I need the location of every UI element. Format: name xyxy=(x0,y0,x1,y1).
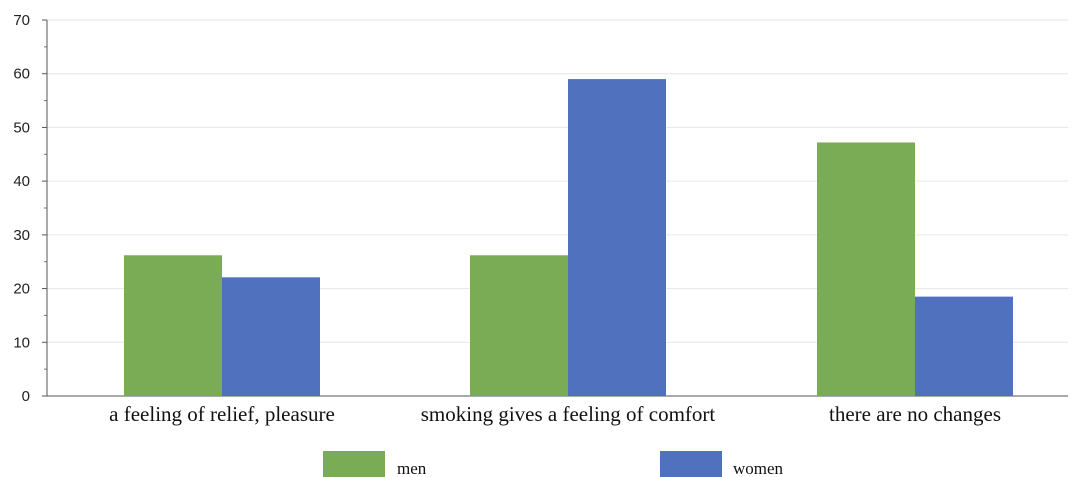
bar-men xyxy=(817,142,915,396)
y-tick-label: 40 xyxy=(13,173,30,190)
y-tick-label: 20 xyxy=(13,281,30,298)
y-tick-label: 30 xyxy=(13,227,30,244)
y-tick-label: 50 xyxy=(13,119,30,136)
bar-women xyxy=(222,277,320,396)
y-tick-label: 10 xyxy=(13,334,30,351)
y-tick-label: 70 xyxy=(13,12,30,29)
y-tick-label: 0 xyxy=(22,388,30,405)
legend-swatch-men xyxy=(323,451,385,477)
y-tick-label: 60 xyxy=(13,66,30,83)
legend-swatch-women xyxy=(660,451,722,477)
bar-men xyxy=(124,255,222,396)
legend-label-men: men xyxy=(397,459,427,477)
bar-women xyxy=(568,79,666,396)
legend: men women xyxy=(323,451,784,477)
bars xyxy=(124,79,1013,396)
bar-men xyxy=(470,255,568,396)
x-category-label: smoking gives a feeling of comfort xyxy=(421,402,716,426)
legend-label-women: women xyxy=(733,459,784,477)
x-category-label: a feeling of relief, pleasure xyxy=(109,402,335,426)
category-labels: a feeling of relief, pleasure smoking giv… xyxy=(109,402,1001,426)
bar-women xyxy=(915,296,1013,396)
y-axis: 0 10 20 30 40 50 60 70 xyxy=(13,12,1068,405)
x-category-label: there are no changes xyxy=(829,402,1001,426)
